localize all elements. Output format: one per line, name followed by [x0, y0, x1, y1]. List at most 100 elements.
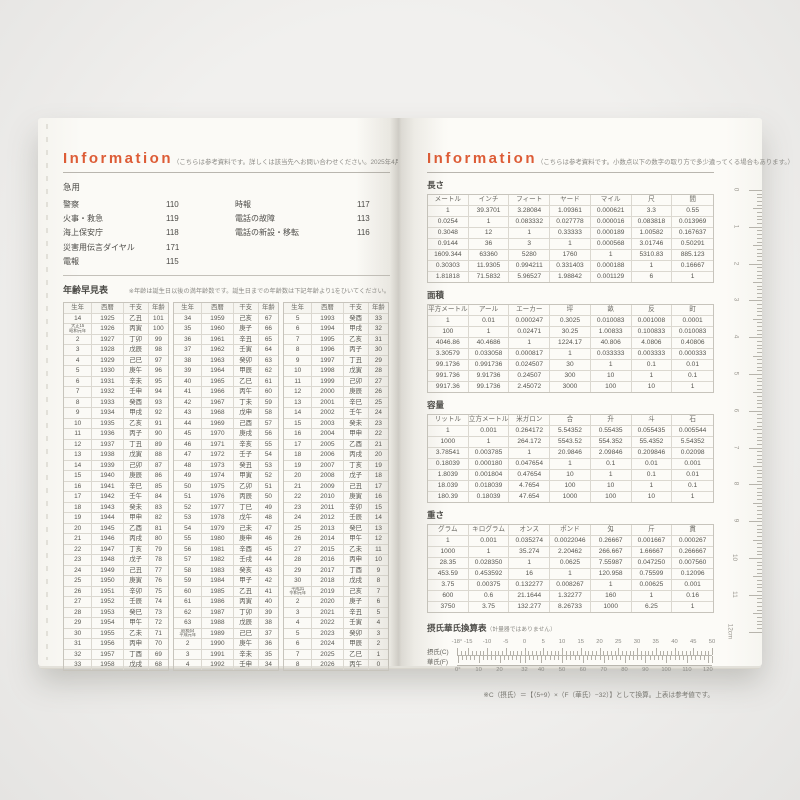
tick: [655, 648, 657, 655]
age-cell: 6: [284, 639, 313, 650]
value-cell: 3750: [428, 602, 469, 612]
value-cell: 0.007560: [672, 558, 713, 569]
value-cell: 1.8039: [428, 470, 469, 481]
value-cell: 1: [590, 470, 632, 481]
table-header-row: 平方メートル アール エーカー坪畝反町: [428, 305, 713, 316]
age-cell: 壬申: [123, 387, 149, 398]
ruler-tick: [756, 289, 762, 291]
age-cell: 乙丑: [123, 313, 149, 325]
ruler-tick: [756, 616, 762, 618]
age-cell: 97: [148, 356, 168, 367]
age-cell: 62: [174, 607, 203, 619]
tick: [657, 656, 659, 660]
ruler-tick: [756, 546, 762, 548]
value-cell: 0.26667: [590, 536, 632, 547]
emergency-entry-number: 113: [357, 214, 370, 224]
table-row: 14 1925 乙丑 101: [64, 313, 168, 325]
ruler-tick: [756, 473, 762, 475]
ruler-number: 11: [731, 590, 739, 598]
value-cell: 0.047654: [509, 459, 551, 470]
celsius-tick-label: -10: [482, 639, 492, 645]
age-cell: 2001: [312, 397, 344, 409]
tick: [483, 651, 485, 655]
column-header: 米ガロン: [509, 415, 551, 426]
column-header: 合: [550, 415, 591, 426]
fahrenheit-tick-label: 10: [475, 667, 482, 673]
value-cell: 7.55987: [590, 558, 632, 569]
value-cell: 36: [468, 239, 510, 250]
value-cell: 0.000817: [509, 349, 551, 360]
value-cell: 1: [428, 316, 469, 327]
age-cell: 13: [284, 397, 313, 409]
age-cell: 52: [174, 502, 203, 514]
age-cell: 57: [174, 555, 203, 566]
ruler-tick: [756, 495, 762, 497]
age-cell: 59: [258, 398, 278, 409]
age-cell: 50: [258, 492, 278, 503]
column-header: 畝: [590, 305, 632, 316]
value-cell: 0.005544: [672, 426, 713, 437]
table-row: 0.0254 1 0.083332 0.027778 0.000016 0.083818 0…: [428, 217, 713, 228]
age-cell: 庚申: [233, 534, 259, 545]
table-row: 18.039 0.018039 4.7654 100 10 1 0.1: [428, 481, 713, 492]
table-row: 平成31 令和元年 2019 己亥 7: [284, 586, 388, 598]
ruler-tick: [756, 256, 762, 258]
ruler-tick: [756, 237, 762, 239]
age-cell: 29: [284, 565, 313, 577]
age-table-title: 年齢早見表: [63, 285, 109, 296]
celsius-tick-label: 40: [671, 639, 678, 645]
tick: [667, 651, 668, 655]
value-cell: 0.001: [468, 536, 510, 547]
ruler-tick: [756, 513, 762, 515]
ruler-number: 3: [732, 298, 740, 302]
age-cell: 2: [174, 639, 203, 650]
emergency-entry: 電報 115: [63, 255, 235, 269]
age-cell: 22: [284, 492, 313, 503]
age-cell: 15: [368, 503, 388, 514]
age-cell: 27: [284, 544, 313, 556]
ruler-number: 0: [732, 187, 740, 192]
age-cell: 40: [258, 597, 278, 608]
ruler-tick: [756, 425, 762, 427]
table-row: 100 1 0.02471 30.25 1.00833 0.100833 0.010083: [428, 327, 713, 338]
ruler-tick: [749, 410, 762, 412]
ruler-tick: [756, 414, 762, 416]
age-cell: 58: [258, 408, 278, 419]
value-cell: 6.25: [632, 602, 673, 612]
emergency-section: 警察 110 火事・救急 119 海上保安庁 118 災害用伝言ダイヤル 171 電報 115 時…: [63, 198, 390, 269]
age-cell: 1983: [202, 565, 234, 577]
age-cell: 5: [64, 366, 93, 377]
value-cell: 5.54352: [672, 437, 713, 448]
age-cell: 19: [64, 513, 93, 524]
age-cell: 庚午: [233, 639, 259, 650]
age-cell: 癸卯: [233, 355, 259, 367]
column-header: 間: [672, 195, 713, 206]
age-cell: 1941: [92, 481, 124, 493]
tick: [670, 656, 672, 660]
value-cell: 0.30303: [428, 261, 469, 272]
age-column-header: 干支: [233, 303, 259, 314]
emergency-entry: 海上保安庁 118: [63, 226, 235, 240]
age-cell: 辛巳: [343, 397, 369, 409]
ruler-tick: [749, 631, 762, 633]
tick: [573, 651, 575, 655]
table-row: 4 1929 己巳 97: [64, 355, 168, 367]
age-cell: 己亥: [233, 313, 259, 325]
age-cell: 67: [258, 314, 278, 325]
value-cell: 0.0625: [550, 558, 591, 569]
age-cell: 60: [174, 586, 203, 598]
age-cell: 丁丑: [343, 355, 369, 367]
age-cell: 30: [368, 345, 388, 356]
tick: [505, 648, 507, 655]
age-cell: 100: [148, 324, 168, 335]
age-cell: 甲申: [343, 429, 369, 440]
tick: [697, 651, 698, 655]
value-cell: 160: [590, 591, 632, 602]
value-cell: 1: [550, 239, 591, 250]
ruler-tick: [753, 539, 762, 541]
value-cell: 0.024507: [509, 360, 551, 371]
ruler-tick: [756, 605, 762, 607]
tick: [591, 656, 593, 660]
value-cell: 1: [550, 459, 591, 470]
age-cell: 1959: [202, 313, 234, 325]
